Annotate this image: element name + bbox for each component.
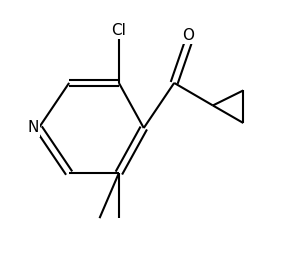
Text: O: O — [182, 28, 194, 43]
Text: Cl: Cl — [111, 23, 126, 38]
Text: N: N — [27, 121, 39, 135]
